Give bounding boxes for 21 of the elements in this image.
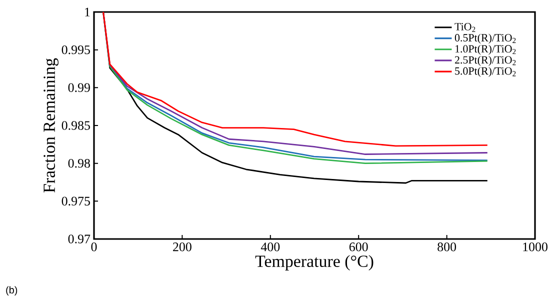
x-tick-label: 400 (260, 242, 280, 252)
text: (b) (6, 286, 18, 296)
y-tick-label: 0.99 (68, 83, 90, 92)
legend-label: TiO$_{2}$ (454, 23, 476, 32)
y-tick-label: 0.97 (68, 234, 90, 244)
y-axis-title: Fraction Remaining (44, 58, 58, 193)
y-tick-label: 0.985 (62, 121, 90, 130)
legend-label: 0.5Pt(R)/TiO$_{2}$ (454, 34, 516, 44)
x-tick-label: 600 (349, 242, 368, 252)
y-tick-label: 0.98 (68, 158, 90, 168)
x-tick-label: 200 (173, 242, 192, 252)
legend-label: 2.5Pt(R)/TiO$_{2}$ (454, 56, 516, 66)
y-tick-label: 1 (85, 8, 90, 16)
y-tick-label: 0.975 (62, 196, 90, 206)
legend-label: 5.0Pt(R)/TiO$_{2}$ (455, 66, 516, 77)
x-tick-label: 1000 (523, 242, 548, 252)
y-tick-label: 0.995 (62, 45, 90, 54)
x-axis-title: Temperature (°C) (255, 255, 374, 270)
x-tick-label: 800 (438, 242, 456, 252)
legend-label: 1.0Pt(R)/TiO$_{2}$ (455, 44, 516, 55)
x-tick-label: 0 (91, 242, 97, 252)
